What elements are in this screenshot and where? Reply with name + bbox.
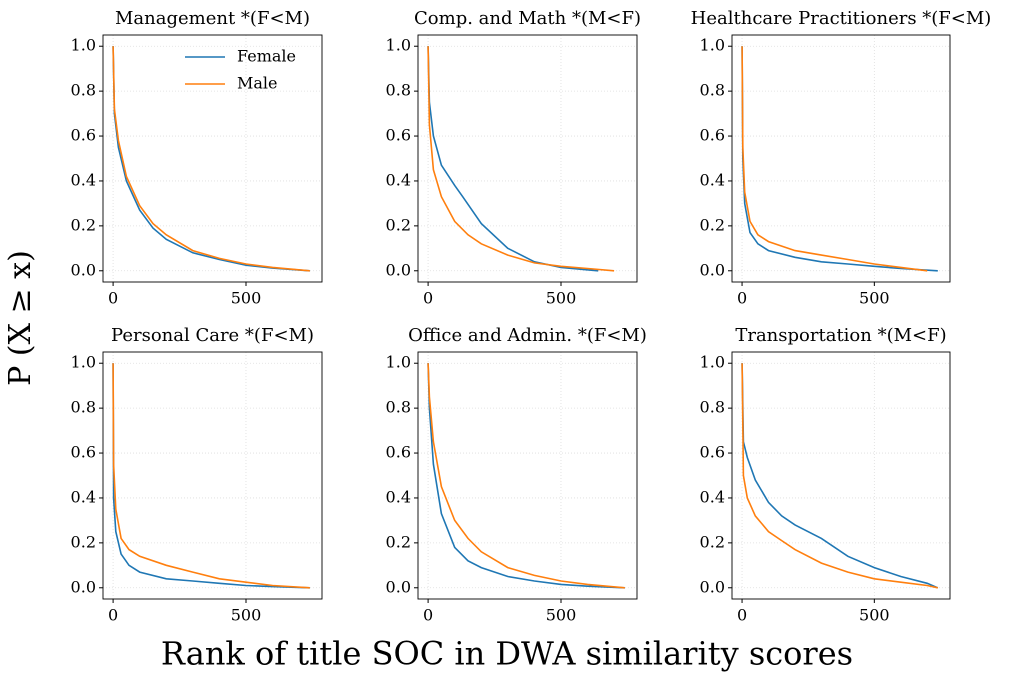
- y-tick-label: 0.6: [700, 443, 725, 462]
- line-series: [741, 363, 938, 589]
- line-series: [427, 363, 625, 589]
- x-tick-label: 0: [108, 289, 118, 308]
- y-tick-label: 0.2: [700, 532, 725, 551]
- x-tick-label: 500: [546, 289, 577, 308]
- y-tick-label: 1.0: [700, 36, 725, 55]
- x-tick-label: 0: [737, 606, 747, 625]
- y-tick-label: 0.4: [386, 487, 411, 506]
- x-tick-label: 500: [546, 606, 577, 625]
- y-tick-label: 0.8: [700, 398, 725, 417]
- plot-frame: [417, 351, 638, 600]
- y-tick-label: 0.8: [71, 81, 96, 100]
- y-tick-label: 1.0: [386, 353, 411, 372]
- chart-title: Management *(F<M): [115, 8, 310, 29]
- line-series: [741, 363, 939, 589]
- y-tick-label: 0.0: [700, 577, 725, 596]
- y-axis-label: P (X ≥ x): [3, 250, 38, 386]
- y-tick-label: 1.0: [700, 353, 725, 372]
- chart-title: Transportation *(M<F): [735, 325, 946, 346]
- line-series: [427, 363, 625, 589]
- x-axis-label: Rank of title SOC in DWA similarity scor…: [161, 635, 853, 673]
- line-series: [112, 363, 310, 589]
- y-tick-label: 0.0: [71, 260, 96, 279]
- y-tick-label: 0.0: [386, 260, 411, 279]
- y-tick-label: 0.4: [386, 170, 411, 189]
- y-tick-label: 0.2: [700, 215, 725, 234]
- line-series: [741, 46, 928, 272]
- y-tick-label: 0.2: [71, 532, 96, 551]
- y-tick-label: 0.8: [71, 398, 96, 417]
- line-series: [427, 46, 599, 272]
- x-tick-label: 500: [231, 606, 262, 625]
- y-tick-label: 0.8: [700, 81, 725, 100]
- y-tick-label: 0.0: [386, 577, 411, 596]
- x-tick-label: 500: [231, 289, 262, 308]
- y-tick-label: 0.4: [700, 487, 725, 506]
- y-tick-label: 0.6: [386, 443, 411, 462]
- y-tick-label: 0.2: [386, 532, 411, 551]
- y-tick-label: 0.0: [700, 260, 725, 279]
- plot-frame: [731, 34, 951, 283]
- y-tick-label: 1.0: [386, 36, 411, 55]
- chart-title: Office and Admin. *(F<M): [408, 325, 647, 346]
- plot-frame: [102, 34, 323, 283]
- x-tick-label: 0: [423, 606, 433, 625]
- chart-title: Comp. and Math *(M<F): [414, 8, 641, 29]
- y-tick-label: 0.2: [71, 215, 96, 234]
- y-tick-label: 0.8: [386, 81, 411, 100]
- y-tick-label: 0.6: [71, 443, 96, 462]
- y-tick-label: 0.0: [71, 577, 96, 596]
- chart-title: Personal Care *(F<M): [111, 325, 314, 346]
- y-tick-label: 0.4: [71, 170, 96, 189]
- line-series: [112, 363, 310, 589]
- plot-frame: [102, 351, 323, 600]
- plot-frame: [417, 34, 638, 283]
- y-tick-label: 0.2: [386, 215, 411, 234]
- x-tick-label: 500: [859, 289, 890, 308]
- plot-frame: [731, 351, 951, 600]
- y-tick-label: 0.4: [700, 170, 725, 189]
- line-series: [112, 46, 310, 272]
- y-tick-label: 0.8: [386, 398, 411, 417]
- line-series: [427, 46, 615, 272]
- x-tick-label: 0: [108, 606, 118, 625]
- y-tick-label: 0.6: [386, 126, 411, 145]
- y-tick-label: 1.0: [71, 353, 96, 372]
- y-tick-label: 0.4: [71, 487, 96, 506]
- legend-label: Male: [237, 74, 278, 93]
- x-tick-label: 500: [859, 606, 890, 625]
- y-tick-label: 1.0: [71, 36, 96, 55]
- x-tick-label: 0: [737, 289, 747, 308]
- x-tick-label: 0: [423, 289, 433, 308]
- y-tick-label: 0.6: [71, 126, 96, 145]
- chart-title: Healthcare Practitioners *(F<M): [691, 8, 992, 29]
- line-series: [112, 46, 310, 272]
- legend-label: Female: [237, 47, 296, 66]
- y-tick-label: 0.6: [700, 126, 725, 145]
- line-series: [741, 46, 938, 272]
